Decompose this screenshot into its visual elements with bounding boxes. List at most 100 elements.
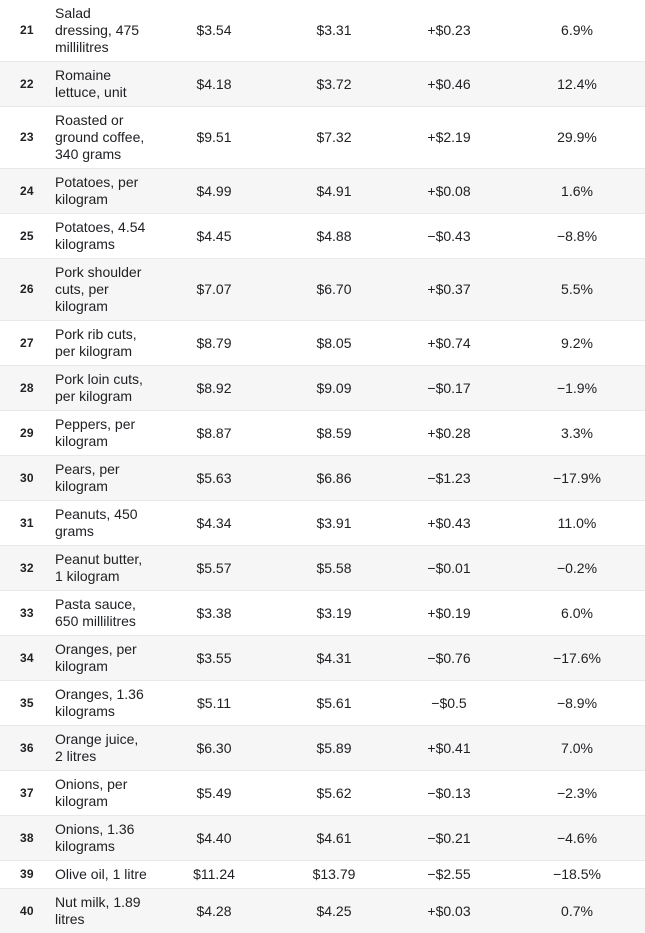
previous-price: $5.62 [279, 771, 389, 816]
current-price: $4.40 [149, 816, 279, 861]
price-change: +$0.23 [389, 0, 509, 62]
price-change: +$0.37 [389, 259, 509, 321]
item-name: Pears, per kilogram [55, 456, 149, 501]
row-number: 34 [0, 636, 55, 681]
item-name: Orange juice, 2 litres [55, 726, 149, 771]
previous-price: $4.88 [279, 214, 389, 259]
previous-price: $4.91 [279, 169, 389, 214]
table-row: 26 Pork shoulder cuts, per kilogram $7.0… [0, 259, 645, 321]
table-row: 39 Olive oil, 1 litre $11.24 $13.79 −$2.… [0, 861, 645, 889]
table-row: 37 Onions, per kilogram $5.49 $5.62 −$0.… [0, 771, 645, 816]
table-row: 31 Peanuts, 450 grams $4.34 $3.91 +$0.43… [0, 501, 645, 546]
percent-change: −2.3% [509, 771, 645, 816]
price-change: +$2.19 [389, 107, 509, 169]
current-price: $3.54 [149, 0, 279, 62]
previous-price: $4.25 [279, 889, 389, 933]
row-number: 28 [0, 366, 55, 411]
row-number: 39 [0, 861, 55, 889]
row-number: 24 [0, 169, 55, 214]
percent-change: −8.8% [509, 214, 645, 259]
current-price: $3.38 [149, 591, 279, 636]
table-row: 32 Peanut butter, 1 kilogram $5.57 $5.58… [0, 546, 645, 591]
previous-price: $9.09 [279, 366, 389, 411]
percent-change: 29.9% [509, 107, 645, 169]
price-change: −$0.13 [389, 771, 509, 816]
price-change: +$0.28 [389, 411, 509, 456]
row-number: 36 [0, 726, 55, 771]
item-name: Pork rib cuts, per kilogram [55, 321, 149, 366]
item-name: Onions, 1.36 kilograms [55, 816, 149, 861]
price-change: +$0.41 [389, 726, 509, 771]
current-price: $4.45 [149, 214, 279, 259]
row-number: 38 [0, 816, 55, 861]
current-price: $8.87 [149, 411, 279, 456]
previous-price: $4.61 [279, 816, 389, 861]
previous-price: $13.79 [279, 861, 389, 889]
row-number: 25 [0, 214, 55, 259]
table-row: 29 Peppers, per kilogram $8.87 $8.59 +$0… [0, 411, 645, 456]
price-change: −$0.21 [389, 816, 509, 861]
previous-price: $7.32 [279, 107, 389, 169]
item-name: Nut milk, 1.89 litres [55, 889, 149, 933]
table-row: 27 Pork rib cuts, per kilogram $8.79 $8.… [0, 321, 645, 366]
current-price: $4.28 [149, 889, 279, 933]
price-change: +$0.74 [389, 321, 509, 366]
price-change: −$0.76 [389, 636, 509, 681]
current-price: $5.63 [149, 456, 279, 501]
previous-price: $3.91 [279, 501, 389, 546]
previous-price: $6.70 [279, 259, 389, 321]
previous-price: $3.31 [279, 0, 389, 62]
percent-change: 11.0% [509, 501, 645, 546]
table-row: 30 Pears, per kilogram $5.63 $6.86 −$1.2… [0, 456, 645, 501]
percent-change: 12.4% [509, 62, 645, 107]
row-number: 31 [0, 501, 55, 546]
percent-change: 3.3% [509, 411, 645, 456]
row-number: 27 [0, 321, 55, 366]
item-name: Oranges, per kilogram [55, 636, 149, 681]
previous-price: $5.58 [279, 546, 389, 591]
previous-price: $8.59 [279, 411, 389, 456]
table-row: 22 Romaine lettuce, unit $4.18 $3.72 +$0… [0, 62, 645, 107]
item-name: Olive oil, 1 litre [55, 861, 149, 889]
item-name: Pasta sauce, 650 millilitres [55, 591, 149, 636]
current-price: $5.57 [149, 546, 279, 591]
table-row: 28 Pork loin cuts, per kilogram $8.92 $9… [0, 366, 645, 411]
row-number: 40 [0, 889, 55, 933]
previous-price: $3.72 [279, 62, 389, 107]
table-row: 34 Oranges, per kilogram $3.55 $4.31 −$0… [0, 636, 645, 681]
percent-change: −0.2% [509, 546, 645, 591]
current-price: $4.34 [149, 501, 279, 546]
previous-price: $6.86 [279, 456, 389, 501]
table-row: 25 Potatoes, 4.54 kilograms $4.45 $4.88 … [0, 214, 645, 259]
percent-change: 0.7% [509, 889, 645, 933]
price-change: +$0.03 [389, 889, 509, 933]
row-number: 21 [0, 0, 55, 62]
item-name: Romaine lettuce, unit [55, 62, 149, 107]
item-name: Pork shoulder cuts, per kilogram [55, 259, 149, 321]
percent-change: −8.9% [509, 681, 645, 726]
row-number: 32 [0, 546, 55, 591]
price-change: −$0.43 [389, 214, 509, 259]
row-number: 23 [0, 107, 55, 169]
table-row: 33 Pasta sauce, 650 millilitres $3.38 $3… [0, 591, 645, 636]
item-name: Potatoes, per kilogram [55, 169, 149, 214]
price-change: −$1.23 [389, 456, 509, 501]
current-price: $9.51 [149, 107, 279, 169]
table-row: 38 Onions, 1.36 kilograms $4.40 $4.61 −$… [0, 816, 645, 861]
previous-price: $5.89 [279, 726, 389, 771]
percent-change: −1.9% [509, 366, 645, 411]
row-number: 22 [0, 62, 55, 107]
current-price: $11.24 [149, 861, 279, 889]
current-price: $4.18 [149, 62, 279, 107]
price-change: +$0.19 [389, 591, 509, 636]
item-name: Peppers, per kilogram [55, 411, 149, 456]
item-name: Oranges, 1.36 kilograms [55, 681, 149, 726]
current-price: $5.49 [149, 771, 279, 816]
item-name: Peanut butter, 1 kilogram [55, 546, 149, 591]
price-change: −$2.55 [389, 861, 509, 889]
percent-change: 9.2% [509, 321, 645, 366]
previous-price: $5.61 [279, 681, 389, 726]
